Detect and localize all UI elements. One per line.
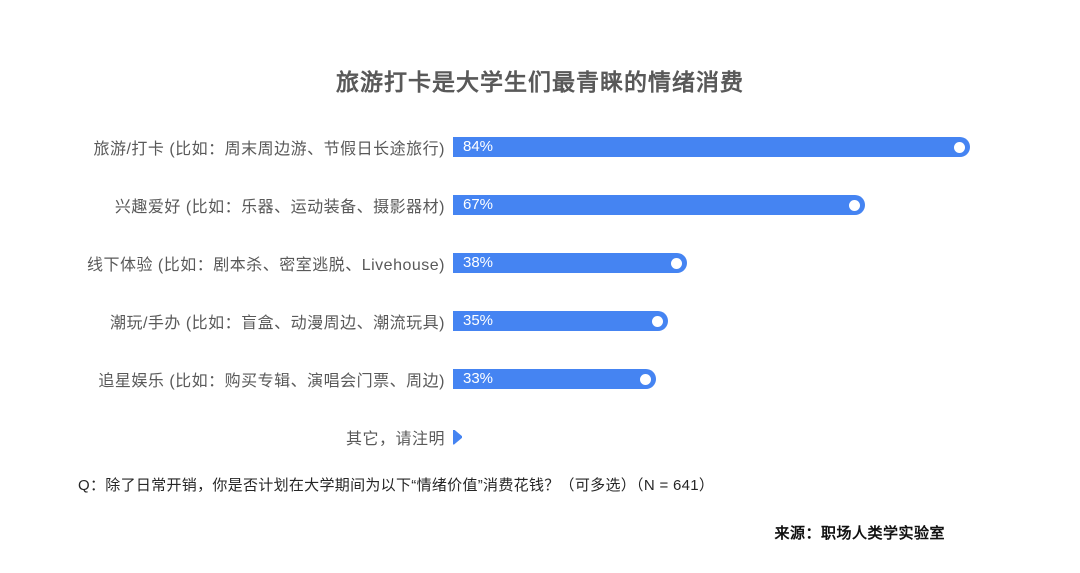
bar-endpoint-dot <box>849 199 860 211</box>
bar-label: 追星娱乐 (比如：购买专辑、演唱会门票、周边) <box>98 373 445 390</box>
other-label: 其它，请注明 <box>345 431 445 448</box>
bar: 84% <box>453 137 970 157</box>
bar-label: 兴趣爱好 (比如：乐器、运动装备、摄影器材) <box>114 199 445 216</box>
chart-row: 潮玩/手办 (比如：盲盒、动漫周边、潮流玩具) 35% <box>0 292 1080 350</box>
chart-row: 线下体验 (比如：剧本杀、密室逃脱、Livehouse) 38% <box>0 234 1080 292</box>
bar-label: 线下体验 (比如：剧本杀、密室逃脱、Livehouse) <box>86 257 445 274</box>
bar-endpoint-dot <box>671 257 682 269</box>
bar-value: 38% <box>463 254 494 271</box>
bar-value: 33% <box>463 370 494 387</box>
bar-value: 84% <box>463 138 494 155</box>
bar-label: 潮玩/手办 (比如：盲盒、动漫周边、潮流玩具) <box>109 315 445 332</box>
bar: 38% <box>453 253 687 273</box>
bar: 35% <box>453 311 668 331</box>
chart-row: 旅游/打卡 (比如：周末周边游、节假日长途旅行) 84% <box>0 118 1080 176</box>
bar-endpoint-dot <box>652 315 663 327</box>
other-row: 其它，请注明 <box>0 408 1080 466</box>
chart-title: 旅游打卡是大学生们最青睐的情绪消费 <box>336 69 744 95</box>
arrow-right-icon <box>453 429 462 445</box>
bar: 33% <box>453 369 656 389</box>
bar-endpoint-dot <box>640 373 651 385</box>
bar: 67% <box>453 195 865 215</box>
bar-endpoint-dot <box>954 141 965 153</box>
bar-label: 旅游/打卡 (比如：周末周边游、节假日长途旅行) <box>93 141 445 158</box>
bar-value: 67% <box>463 196 494 213</box>
source-credit: 来源：职场人类学实验室 <box>774 525 945 542</box>
chart-row: 兴趣爱好 (比如：乐器、运动装备、摄影器材) 67% <box>0 176 1080 234</box>
chart-row: 追星娱乐 (比如：购买专辑、演唱会门票、周边) 33% <box>0 350 1080 408</box>
bar-value: 35% <box>463 312 494 329</box>
chart-rows: 旅游/打卡 (比如：周末周边游、节假日长途旅行) 84% 兴趣爱好 (比如：乐器… <box>0 118 1080 466</box>
survey-question: Q：除了日常开销，你是否计划在大学期间为以下“情绪价值”消费花钱？（可多选）（N… <box>78 477 715 494</box>
